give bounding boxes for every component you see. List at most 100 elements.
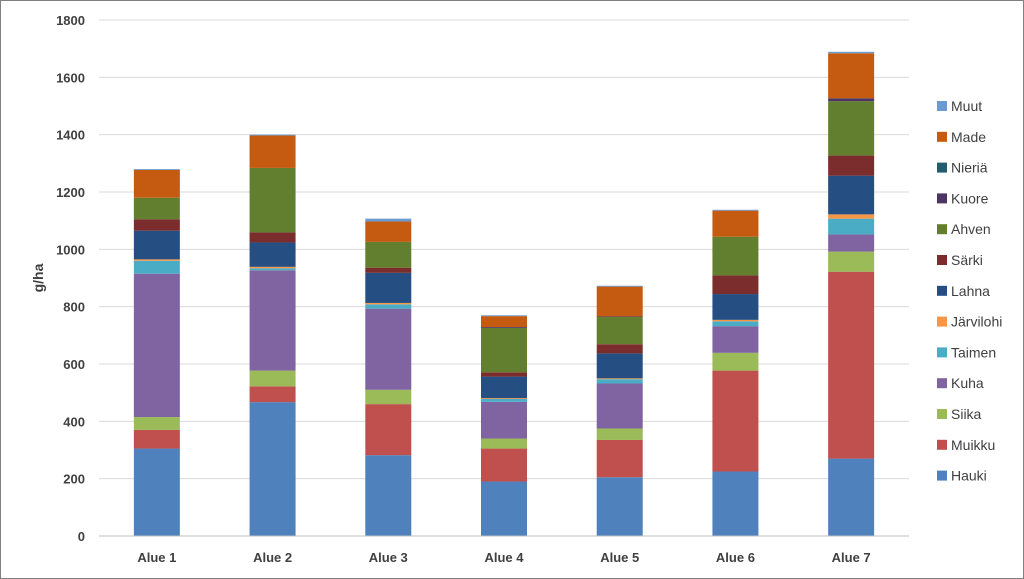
y-tick-label: 600 [63,357,85,372]
bar-segment [828,214,875,219]
legend-label: Kuha [951,375,984,391]
y-tick-label: 1800 [56,13,85,28]
bar-segment [481,481,527,536]
legend-label: Siika [951,406,982,422]
bar-segment [828,234,875,252]
bar-segment [365,304,412,309]
bar-segment [712,321,759,327]
bar-segment [249,167,296,233]
bar-segment [133,273,180,418]
bar-segment [249,386,296,403]
y-tick-label: 1600 [56,70,85,85]
bar-segment [365,308,412,390]
bar-segment [365,267,412,273]
bar-segment [249,135,296,168]
bar-segment [365,241,412,268]
x-tick-label: Alue 5 [600,550,639,565]
legend-swatch [937,131,947,142]
legend-swatch [937,193,947,204]
legend-label: Hauki [951,468,987,484]
legend-label: Ahven [951,221,991,237]
bar-segment [712,319,759,322]
bar-segment [596,316,643,345]
bar-segment [828,51,875,54]
bar-segment [828,271,875,459]
legend: Muut Made Nieriä Kuore Ahven Särki Lahna Järvil… [937,98,1002,484]
legend-label: Made [951,129,986,145]
bar-segment [481,315,527,317]
bar-segment [712,275,759,295]
bar-segment [712,209,759,211]
bar-segment [596,285,643,287]
legend-label: Muut [951,98,982,114]
bar-segment [712,236,759,276]
bar-segment [712,370,759,472]
bar-segment [133,169,180,170]
legend-swatch [937,101,947,111]
bar-segment [481,438,527,449]
bar-segment [828,155,875,176]
x-tick-label: Alue 4 [484,550,524,565]
bar-segment [133,429,180,449]
x-tick-label: Alue 7 [832,550,871,565]
bar-segment [249,266,296,269]
bar-segment [481,398,527,402]
bar-segment [249,134,296,136]
bar-segment [249,242,296,267]
bar-segment [596,379,643,384]
bar-segment [596,378,643,380]
bar-segment [596,439,643,478]
bar-segment [596,286,643,317]
bar-segment [133,417,180,430]
bar-segment [481,376,527,399]
legend-label: Särki [951,252,983,268]
bar-segment [481,372,527,377]
bar-segment [481,448,527,482]
y-tick-label: 0 [78,529,85,544]
legend-label: Taimen [951,344,996,360]
legend-swatch [937,439,947,450]
bar-segment [133,219,180,231]
bar-segment [828,458,875,536]
bar-segment [481,398,527,399]
y-tick-label: 800 [63,300,85,315]
y-tick-label: 400 [63,414,85,429]
bar-segment [828,53,875,99]
legend-swatch [937,162,947,173]
bar-segment [712,294,759,320]
legend-swatch [937,347,947,358]
bar-segment [828,251,875,272]
axes: 0 200 400 600 800 1000 1200 1400 1600 1800 Alue 1 A… [56,13,909,565]
bars [133,51,875,536]
bar-segment [712,210,759,237]
y-tick-label: 200 [63,472,85,487]
legend-swatch [937,409,947,419]
bar-segment [596,344,643,354]
bar-segment [249,232,296,243]
bar-segment [365,221,412,242]
bar-segment [365,218,412,222]
bar-segment [249,268,296,271]
bar-segment [365,455,412,536]
legend-swatch [937,255,947,265]
bar-segment [133,197,180,220]
bar-segment [133,448,180,536]
bar-segment [365,272,412,303]
y-tick-label: 1000 [56,242,85,257]
legend-label: Kuore [951,190,989,206]
bar-segment [481,316,527,328]
bar-segment [712,471,759,536]
bar-segment [365,389,412,405]
bar-segment [596,477,643,536]
legend-swatch [937,285,947,296]
bar-segment [133,230,180,260]
y-tick-label: 1200 [56,185,85,200]
bar-segment [133,169,180,198]
bar-segment [596,316,643,317]
x-tick-label: Alue 3 [369,550,408,565]
bar-segment [133,260,180,274]
legend-swatch [937,378,947,389]
gridlines [99,19,909,537]
